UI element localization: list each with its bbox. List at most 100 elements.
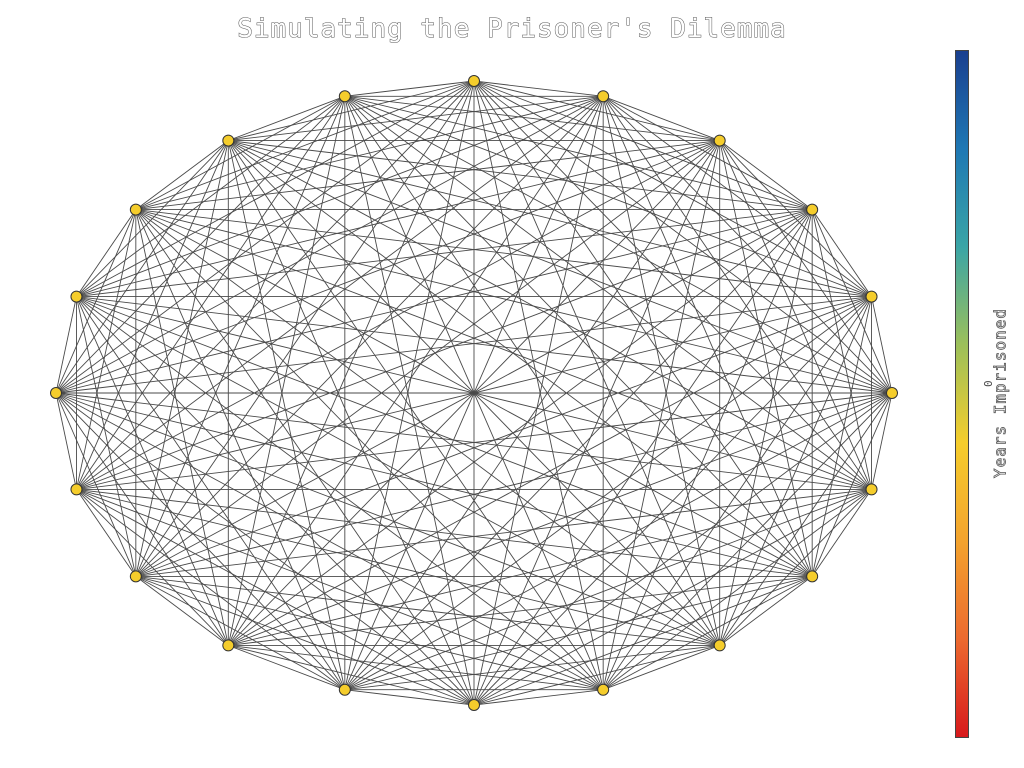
graph-edge: [871, 296, 893, 394]
graph-edge: [602, 95, 872, 297]
colorbar-gradient: [956, 51, 968, 737]
graph-edge: [76, 96, 346, 490]
graph-edge: [473, 575, 813, 706]
graph-edge: [473, 80, 604, 690]
colorbar-axis-label: Years Imprisoned: [990, 307, 1010, 479]
graph-edge: [76, 489, 137, 577]
graph-edge: [55, 209, 813, 394]
graph-edge: [719, 576, 813, 646]
graph-edge: [76, 209, 813, 298]
graph-edge: [603, 95, 720, 142]
graph-edge: [344, 209, 813, 691]
graph-edge: [871, 392, 893, 490]
graph-edge: [602, 209, 813, 690]
graph-edge: [473, 80, 813, 577]
graph-edge: [55, 392, 475, 706]
graph-node: [129, 203, 142, 216]
graph-edge: [344, 689, 475, 706]
graph-edge: [135, 576, 229, 646]
graph-edge: [76, 95, 604, 298]
graph-edge: [135, 96, 346, 577]
graph-node: [713, 134, 726, 147]
graph-edge: [76, 95, 346, 297]
graph-edge: [55, 392, 872, 490]
graph-edge: [76, 296, 137, 577]
graph-edge: [135, 140, 720, 211]
graph-edge: [811, 209, 872, 297]
graph-edge: [135, 575, 475, 706]
graph-edge: [227, 140, 604, 690]
graph-node: [222, 639, 235, 652]
graph-edge: [228, 140, 813, 577]
graph-edge: [228, 296, 872, 646]
graph-edge: [76, 140, 720, 490]
graph-edge: [719, 140, 813, 210]
graph-edge: [228, 140, 872, 298]
graph-edge: [76, 95, 604, 490]
graph-edge: [55, 296, 872, 394]
graph-edge: [719, 392, 893, 646]
graph-edge: [55, 140, 720, 394]
graph-node: [468, 699, 480, 711]
graph-node: [50, 387, 62, 399]
graph-edge: [227, 96, 346, 646]
graph-node: [597, 90, 610, 103]
graph-edge: [135, 95, 604, 211]
graph-edge: [473, 209, 813, 706]
graph-edge: [344, 296, 872, 691]
graph-edge: [344, 96, 721, 646]
graph-edge: [228, 95, 604, 142]
graph-edge: [76, 488, 604, 691]
graph-edge: [344, 644, 720, 691]
graph-node: [129, 570, 142, 583]
graph-edge: [76, 209, 137, 297]
graph-edge: [602, 489, 872, 691]
graph-edge: [344, 80, 475, 690]
graph-edge: [228, 95, 345, 142]
graph-edge: [228, 140, 893, 394]
graph-edge: [76, 80, 475, 490]
graph-edge: [135, 209, 720, 646]
graph-edge: [602, 96, 721, 646]
graph-edge: [602, 296, 872, 690]
graph-edge: [228, 140, 813, 211]
graph-node: [338, 90, 351, 103]
graph-edge: [135, 488, 872, 577]
graph-edge: [719, 209, 813, 646]
graph-edge: [473, 80, 604, 97]
graph-edge: [344, 140, 721, 690]
graph-edge: [135, 140, 229, 577]
graph-edge: [135, 95, 346, 211]
graph-edge: [135, 95, 604, 577]
graph-edge: [76, 80, 475, 297]
graph-node: [806, 203, 819, 216]
figure-title: Simulating the Prisoner's Dilemma: [237, 14, 787, 45]
graph-edge: [602, 96, 872, 490]
graph-edge: [228, 209, 813, 646]
graph-edge: [473, 80, 813, 211]
graph-edge: [344, 96, 475, 706]
colorbar: [955, 50, 969, 738]
graph-edge: [135, 296, 872, 577]
graph-node: [806, 570, 819, 583]
graph-node: [468, 75, 480, 87]
graph-edge: [76, 140, 229, 490]
graph-edge: [473, 80, 720, 142]
graph-edge: [135, 209, 475, 706]
graph-edge: [344, 95, 872, 298]
graph-edge: [811, 209, 872, 490]
graph-edge: [473, 80, 872, 297]
graph-edge: [55, 392, 77, 490]
graph-edge: [135, 209, 872, 490]
graph-edge: [719, 296, 872, 646]
graph-edge: [55, 95, 604, 394]
graph-edge: [76, 296, 604, 691]
graph-edge: [811, 489, 872, 577]
graph-edge: [473, 689, 604, 706]
graph-edge: [344, 95, 872, 490]
graph-node: [338, 683, 351, 696]
graph-edge: [135, 209, 872, 298]
graph-edge: [55, 209, 137, 394]
graph-edge: [135, 209, 229, 646]
